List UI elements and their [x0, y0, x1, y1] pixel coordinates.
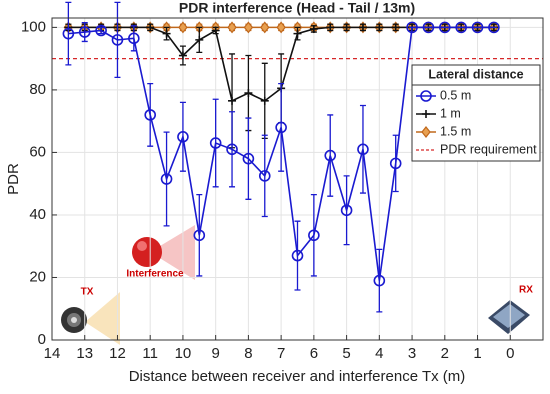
marker [144, 109, 156, 121]
y-tick-label: 60 [29, 143, 46, 160]
y-tick-label: 0 [38, 331, 46, 348]
marker [195, 35, 204, 44]
marker [275, 121, 287, 134]
rx-icon [488, 300, 530, 334]
marker [242, 152, 255, 165]
marker [62, 27, 75, 40]
marker [291, 249, 304, 262]
marker [488, 21, 500, 34]
marker [438, 21, 451, 34]
marker [391, 23, 400, 32]
marker [228, 96, 237, 105]
legend-label: 1.5 m [440, 124, 471, 138]
marker [471, 21, 484, 34]
x-tick-label: 0 [506, 345, 514, 362]
marker [358, 23, 367, 32]
marker [389, 157, 402, 170]
plot-frame [51, 17, 544, 341]
x-tick-label: 6 [310, 345, 318, 362]
legend-marker [420, 90, 432, 102]
marker [244, 89, 253, 98]
marker [128, 32, 140, 45]
marker [111, 34, 124, 46]
legend-marker [422, 110, 430, 118]
x-tick-label: 7 [277, 345, 285, 362]
legend-marker [421, 126, 431, 138]
y-axis-label: PDR [5, 163, 22, 195]
y-tick-label: 40 [29, 206, 46, 223]
y-tick-label: 80 [29, 81, 46, 98]
x-tick-label: 14 [44, 345, 61, 362]
x-tick-label: 12 [109, 345, 126, 362]
marker [375, 23, 384, 32]
legend-label: PDR requirement [440, 142, 537, 156]
x-tick-label: 13 [76, 345, 93, 362]
marker [177, 130, 189, 143]
marker [178, 51, 187, 60]
y-tick-label: 100 [21, 18, 46, 35]
marker [357, 143, 369, 156]
x-tick-label: 9 [211, 345, 219, 362]
marker [406, 21, 418, 34]
marker [276, 21, 286, 34]
x-tick-label: 1 [473, 345, 481, 362]
marker [342, 23, 351, 32]
marker [258, 170, 271, 182]
marker [209, 137, 222, 149]
marker [78, 26, 91, 38]
marker [226, 143, 238, 156]
x-tick-label: 11 [142, 345, 158, 362]
marker [324, 149, 337, 162]
marker [162, 29, 171, 38]
marker [308, 229, 320, 242]
marker [340, 204, 353, 217]
x-axis-label: Distance between receiver and interferen… [129, 368, 466, 385]
marker [260, 96, 269, 105]
marker [178, 21, 188, 34]
annotation: Interference [126, 269, 184, 280]
x-tick-label: 5 [342, 345, 350, 362]
legend-label: 1 m [440, 106, 461, 120]
x-tick-label: 2 [441, 345, 449, 362]
marker [160, 173, 173, 185]
x-tick-label: 4 [375, 345, 383, 362]
interference-icon [132, 225, 195, 280]
annotation: TX [81, 287, 94, 298]
marker [193, 229, 206, 242]
legend-title: Lateral distance [428, 67, 523, 81]
tx-icon [61, 292, 120, 345]
marker [146, 23, 155, 32]
marker [259, 21, 270, 34]
marker [211, 26, 220, 35]
annotation: RX [519, 285, 533, 296]
legend-box [411, 64, 541, 162]
marker [373, 274, 386, 287]
x-tick-label: 8 [244, 345, 252, 362]
marker [422, 21, 435, 34]
marker [326, 23, 335, 32]
x-tick-label: 3 [408, 345, 416, 362]
chart-title: PDR interference (Head - Tail / 13m) [179, 0, 415, 16]
marker [293, 29, 302, 38]
legend-label: 0.5 m [440, 88, 471, 102]
x-tick-label: 10 [175, 345, 192, 362]
marker [227, 21, 237, 34]
y-tick-label: 20 [29, 268, 46, 285]
marker [95, 24, 107, 37]
marker [309, 24, 318, 33]
legend: Lateral distance 0.5 m 1 m 1.5 m PDR require… [411, 64, 541, 162]
marker [243, 21, 254, 34]
marker [455, 21, 467, 34]
